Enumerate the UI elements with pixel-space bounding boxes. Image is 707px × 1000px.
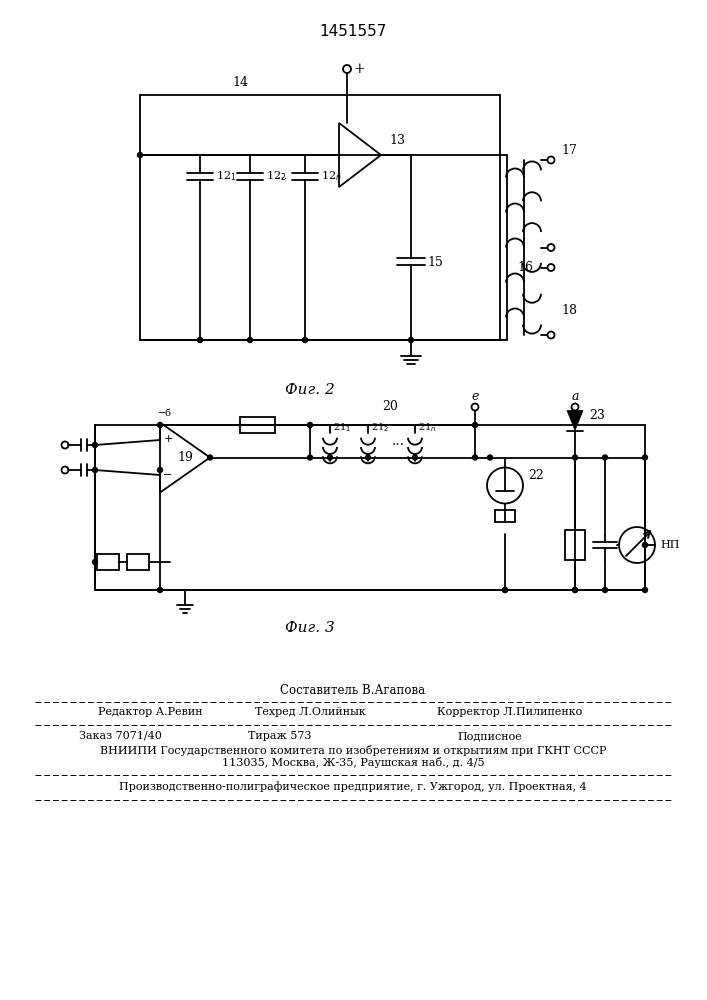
Bar xyxy=(97,554,119,570)
Text: 21$_2$: 21$_2$ xyxy=(371,422,389,434)
Circle shape xyxy=(158,468,163,473)
Text: НП: НП xyxy=(660,540,679,550)
Text: a: a xyxy=(571,390,579,403)
Circle shape xyxy=(643,455,648,460)
Circle shape xyxy=(643,542,648,548)
Text: 21$_1$: 21$_1$ xyxy=(333,422,351,434)
Circle shape xyxy=(158,422,163,428)
Circle shape xyxy=(207,455,213,460)
Text: Фиг. 2: Фиг. 2 xyxy=(285,383,335,397)
Bar xyxy=(565,530,585,560)
Text: ...: ... xyxy=(276,171,287,181)
Circle shape xyxy=(197,338,202,342)
Text: +: + xyxy=(354,62,365,76)
Circle shape xyxy=(503,587,508,592)
Text: 13: 13 xyxy=(389,133,405,146)
Text: 1451557: 1451557 xyxy=(320,24,387,39)
Text: 22: 22 xyxy=(528,469,544,482)
Circle shape xyxy=(93,468,98,473)
Polygon shape xyxy=(567,410,583,430)
Text: 19: 19 xyxy=(177,451,193,464)
Circle shape xyxy=(573,455,578,460)
Text: Редактор А.Ревин: Редактор А.Ревин xyxy=(98,707,202,717)
Text: 18: 18 xyxy=(561,304,577,316)
Text: 21$_n$: 21$_n$ xyxy=(418,422,436,434)
Text: Производственно-полиграфическое предприятие, г. Ужгород, ул. Проектная, 4: Производственно-полиграфическое предприя… xyxy=(119,782,587,792)
Text: Фиг. 3: Фиг. 3 xyxy=(285,621,335,635)
Circle shape xyxy=(602,455,607,460)
Circle shape xyxy=(472,455,477,460)
Text: Тираж 573: Тираж 573 xyxy=(248,731,312,741)
Circle shape xyxy=(472,422,477,428)
Text: Составитель В.Агапова: Составитель В.Агапова xyxy=(281,684,426,696)
Circle shape xyxy=(366,455,370,460)
Text: ···: ··· xyxy=(392,438,404,452)
Text: 20: 20 xyxy=(382,400,398,414)
Text: 12$_2$: 12$_2$ xyxy=(266,169,286,183)
Bar xyxy=(127,554,149,570)
Circle shape xyxy=(412,455,418,460)
Text: Корректор Л.Пилипенко: Корректор Л.Пилипенко xyxy=(438,707,583,717)
Text: Подписное: Подписное xyxy=(457,731,522,741)
Text: Техред Л.Олийнык: Техред Л.Олийнык xyxy=(255,707,366,717)
Bar xyxy=(240,417,275,433)
Text: −: − xyxy=(163,471,173,481)
Circle shape xyxy=(573,587,578,592)
Circle shape xyxy=(327,455,332,460)
Circle shape xyxy=(247,338,252,342)
Text: 17: 17 xyxy=(561,143,577,156)
Text: −б: −б xyxy=(158,408,172,418)
Circle shape xyxy=(409,338,414,342)
Bar xyxy=(495,510,515,522)
Text: 16: 16 xyxy=(517,261,533,274)
Circle shape xyxy=(93,442,98,448)
Circle shape xyxy=(137,152,143,157)
Text: 14: 14 xyxy=(232,77,248,90)
Circle shape xyxy=(158,587,163,592)
Circle shape xyxy=(602,587,607,592)
Circle shape xyxy=(503,587,508,592)
Text: 12$_1$: 12$_1$ xyxy=(216,169,237,183)
Text: ВНИИПИ Государственного комитета по изобретениям и открытиям при ГКНТ СССР: ВНИИПИ Государственного комитета по изоб… xyxy=(100,744,606,756)
Circle shape xyxy=(488,455,493,460)
Text: Заказ 7071/40: Заказ 7071/40 xyxy=(78,731,161,741)
Text: e: e xyxy=(472,390,479,403)
Circle shape xyxy=(573,587,578,592)
Text: +: + xyxy=(163,434,173,444)
Text: 23: 23 xyxy=(589,409,605,422)
Circle shape xyxy=(93,560,98,564)
Circle shape xyxy=(308,455,312,460)
Text: 15: 15 xyxy=(427,255,443,268)
Text: 113035, Москва, Ж-35, Раушская наб., д. 4/5: 113035, Москва, Ж-35, Раушская наб., д. … xyxy=(222,758,484,768)
Circle shape xyxy=(303,338,308,342)
Circle shape xyxy=(643,587,648,592)
Text: 12$_n$: 12$_n$ xyxy=(321,169,341,183)
Circle shape xyxy=(308,422,312,428)
